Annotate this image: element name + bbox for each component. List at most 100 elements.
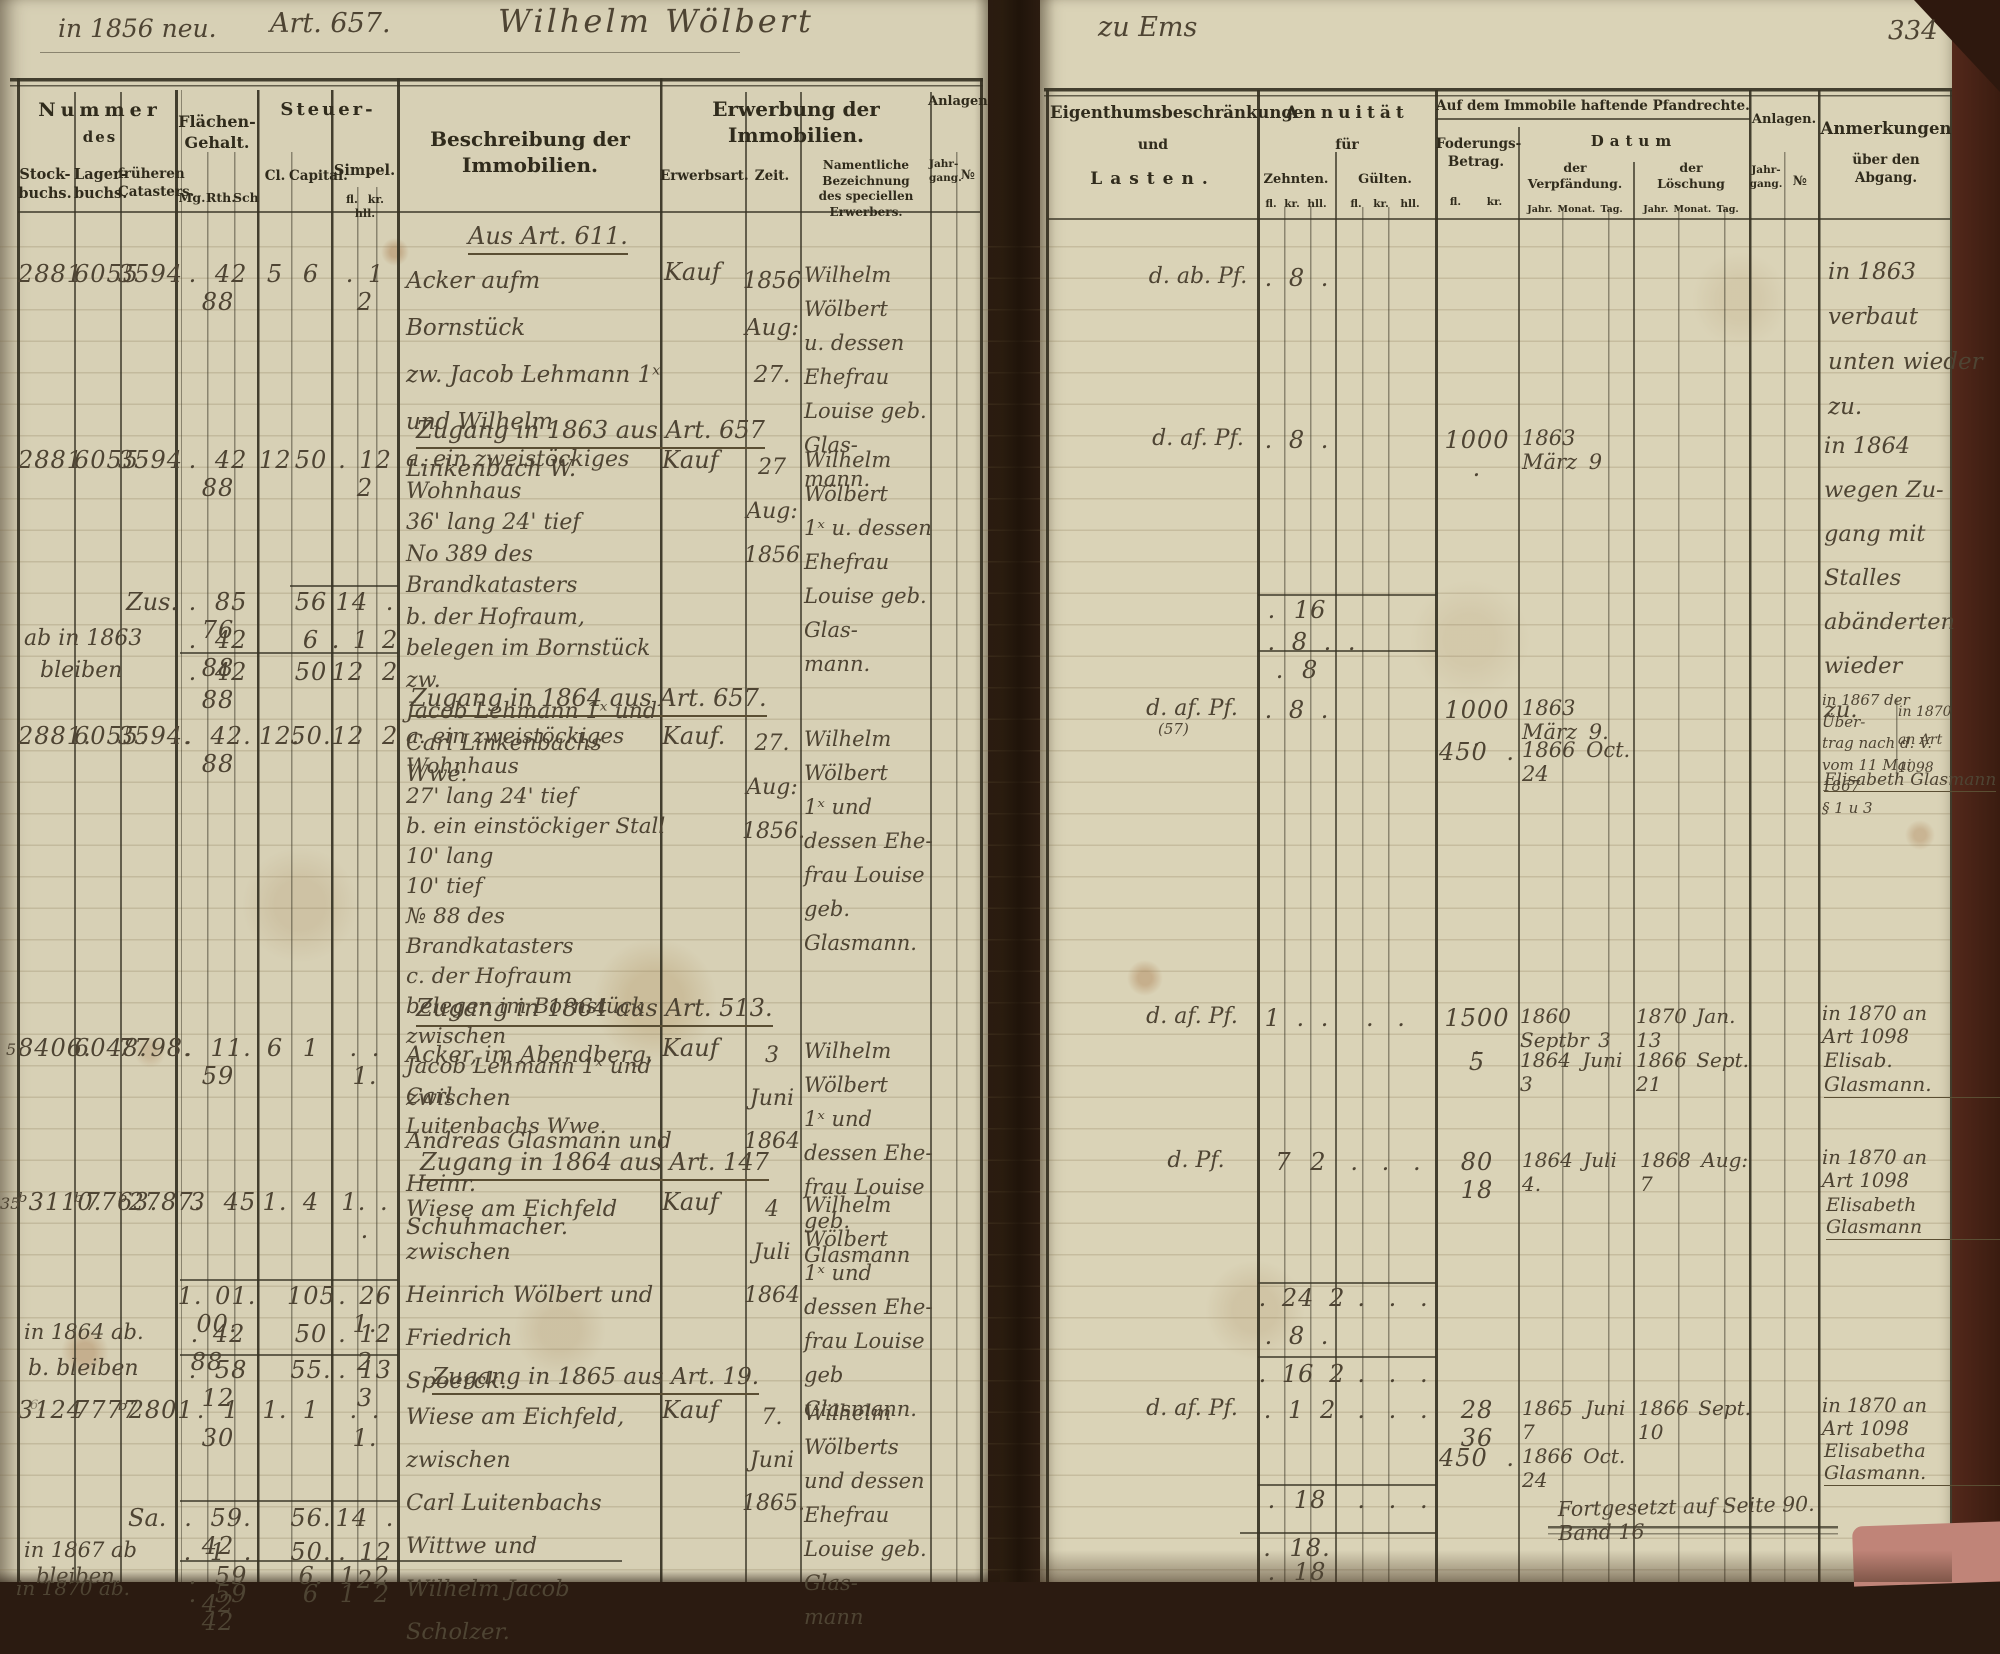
cell-lagerbuch: 6048. — [74, 1034, 148, 1062]
cell-verpfaendung: 1863 März 9. — [1522, 696, 1609, 744]
cell-capital: 55. — [290, 1356, 332, 1384]
col-header-mg: Mg. — [178, 190, 206, 205]
cell-capital: 6 — [302, 1580, 320, 1608]
sum-label: in 1864 ab. — [24, 1320, 144, 1344]
cell-erwerbsart: Kauf — [662, 1188, 719, 1216]
col-header-erwerbsart: Erwerbsart. — [660, 168, 749, 184]
cell-lasten-sub: (57) — [1158, 720, 1189, 738]
col-header-datum: Datum — [1590, 132, 1678, 150]
cell-zehnten: . 8 . — [1264, 264, 1330, 292]
cell-zehnten: . 1 2 — [1263, 1396, 1337, 1424]
cell-flaechen: . 58 12 — [188, 1356, 248, 1412]
cell-capital: 1 — [302, 1396, 320, 1424]
cell-zehnten-sum: . 16 2 — [1258, 1360, 1346, 1388]
cell-zehnten-sum: . 16 — [1267, 596, 1327, 624]
cell-erwerbsart: Kauf. — [662, 722, 726, 750]
col-header-pfandrechte: Auf dem Immobile haftende Pfandrechte. — [1436, 98, 1750, 114]
cell-erwerbsart: Kauf — [662, 446, 719, 474]
col-header-flkr: fl. kr. — [1449, 196, 1503, 208]
book-gutter — [975, 0, 1055, 1582]
cell-anmerkung: in 1863 verbaut unten wieder zu. — [1828, 259, 1983, 420]
cell-capital: 1 — [302, 1034, 320, 1062]
col-header-zehnten: Zehnten. — [1263, 172, 1329, 187]
col-header-foderung: Foderungs- Betrag. — [1436, 136, 1522, 170]
cell-anmerkung-name: Elisabeth Glasmann — [1826, 1194, 2000, 1240]
place-name: zu Ems — [1098, 12, 1198, 43]
cell-stockbuch: ᵇ3110. — [18, 1188, 103, 1216]
sum-label: Zus. — [126, 588, 179, 616]
section-heading: Zugang in 1864 aus Art. 147 — [420, 1148, 769, 1181]
cell-anmerkung-small: in 1867 der Über- trag nach d. V. vom 11… — [1822, 691, 1933, 817]
cell-verpfaendung: 1864 Juni 3 — [1520, 1048, 1623, 1096]
cell-zehnten-sum: . 18 — [1267, 1486, 1327, 1514]
cell-betrag: 5 — [1468, 1048, 1486, 1076]
cell-capital: 50 — [294, 446, 328, 474]
cell-capital: 6 — [302, 626, 320, 654]
cell-anmerkung: in 1870 an Art 1098 — [1822, 1146, 1928, 1192]
cell-beschreibung: a. ein zweistöckiges Wohnhaus 27' lang 2… — [406, 724, 666, 1139]
col-header-fkh-guelten: fl. kr. hll. — [1350, 198, 1420, 210]
cell-stockbuch: 3124 — [18, 1396, 84, 1424]
cell-guelten: . . . — [1357, 1396, 1429, 1424]
cell-zehnten-sum: . 8 — [1275, 656, 1319, 684]
cell-loeschung: 1866 Sept. 10 — [1638, 1396, 1751, 1444]
cell-betrag: 1000 . — [1444, 426, 1510, 482]
section-heading: Aus Art. 611. — [468, 222, 628, 255]
sum-label: bleiben — [40, 658, 123, 683]
cell-cl: 12 — [259, 446, 292, 474]
cell-lasten: d. af. Pf. — [1146, 1396, 1238, 1421]
cell-erwerber: Wilhelm Wölbert u. dessen Ehefrau Louise… — [804, 263, 927, 491]
cell-stockbuch: 8406. — [18, 1034, 92, 1062]
cell-flaechen: 1. 01. 00. — [177, 1282, 257, 1338]
margin-mark: 6, — [30, 1398, 43, 1413]
col-header-abgang: über den Abgang. — [1852, 152, 1920, 186]
col-header-fkh-zehnten: fl. kr. hll. — [1265, 198, 1327, 210]
cell-lagerbuch: 6055 — [74, 260, 140, 288]
cell-flaechen: 3 45 — [189, 1188, 257, 1216]
cell-flaechen: . 42 88 — [188, 446, 248, 502]
cell-anmerkung-name: Elisab. Glasmann. — [1824, 1048, 2000, 1098]
cell-zehnten-sum: . 18. — [1263, 1534, 1331, 1562]
article-number: Art. 657. — [270, 8, 391, 39]
cell-stockbuch: 2881 — [18, 260, 84, 288]
cell-betrag: 1000 . — [1444, 696, 1510, 752]
col-header-und: und — [1137, 137, 1169, 153]
continuation-note: Fortgesetzt auf Seite 90. Band 16 — [1557, 1491, 1815, 1546]
cell-verpfaendung: 1866 Oct. 24 — [1522, 1444, 1626, 1492]
cell-lasten: d. ab. Pf. — [1148, 264, 1248, 289]
col-header-lasten: Lasten. — [1090, 169, 1216, 189]
cell-erwerber: Wilhelm Wölbert 1ˣ u. dessen Ehefrau Lou… — [804, 448, 932, 676]
cell-betrag: 450 . — [1438, 1444, 1516, 1472]
sum-label: in 1870 ab. — [16, 1576, 130, 1600]
cell-capital: 6 — [302, 260, 320, 288]
cell-zeit: 1856 Aug: 27. — [742, 268, 802, 388]
section-heading: Zugang in 1864 aus Art. 657. — [410, 684, 767, 717]
cell-flaechen: . 1 . — [183, 1538, 253, 1566]
col-header-guelten: Gülten. — [1358, 172, 1412, 187]
cell-capital: 50. — [290, 722, 332, 750]
cell-capital: 105 — [287, 1282, 336, 1310]
col-header-flaechen: Flächen- Gehalt. — [178, 112, 256, 152]
cell-zehnten: 1 . . — [1264, 1004, 1330, 1032]
cell-verpfaendung: 1863 März 9 — [1522, 426, 1603, 474]
note-year: in 1856 neu. — [58, 14, 217, 43]
cell-lasten: d. af. Pf. — [1152, 426, 1244, 451]
col-header-namentliche: Namentliche Bezeichnung des speciellen E… — [818, 158, 914, 219]
cell-cataster: 3594. — [118, 722, 192, 750]
cell-guelten-sum: . . . — [1357, 1486, 1429, 1514]
cell-guelten: . . — [1366, 1004, 1406, 1032]
cell-flaechen: . 85 76 — [188, 588, 248, 644]
col-header-rth: Rth. — [206, 190, 236, 205]
cell-simpel: 1 2 — [339, 1580, 391, 1608]
col-header-zeit: Zeit. — [754, 168, 790, 184]
cell-lagerbuch: 6055. — [74, 722, 148, 750]
cell-capital: 50 — [294, 658, 328, 686]
margin-mark: 5 — [6, 1040, 17, 1059]
cell-erwerber: Wilhelm Wölbert 1ˣ und dessen Ehe- frau … — [804, 1039, 933, 1267]
cell-cl: 1. — [262, 1188, 288, 1216]
cell-capital: 56 — [294, 588, 328, 616]
cell-simpel: . 13 3 — [338, 1356, 392, 1412]
col-header-steuer: Steuer- — [280, 99, 376, 120]
col-header-capital: Capital. — [289, 168, 348, 184]
